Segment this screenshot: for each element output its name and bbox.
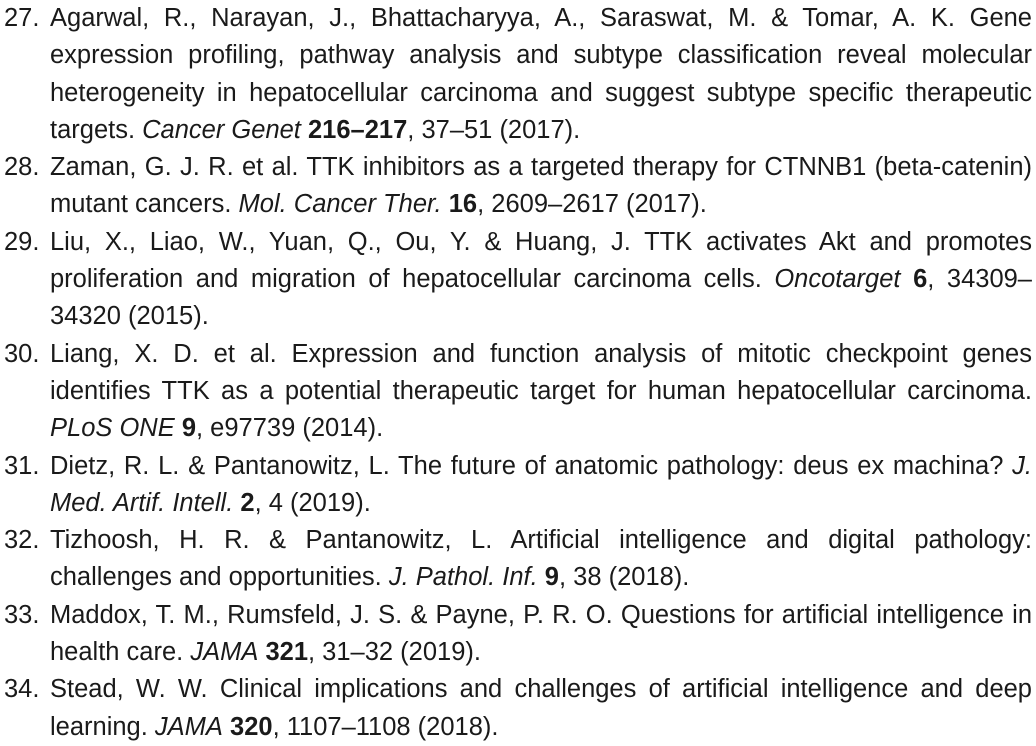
reference-text: Liang, X. D. et al. Expression and funct… (50, 339, 1032, 405)
journal-name: JAMA (154, 712, 223, 741)
reference-number: 34. (4, 675, 40, 704)
reference-number: 27. (4, 4, 40, 32)
volume-number: 9 (544, 563, 559, 592)
journal-name: Mol. Cancer Ther. (238, 190, 442, 219)
reference-number: 31. (4, 451, 40, 480)
reference-item: 31. Dietz, R. L. & Pantanowitz, L. The fu… (4, 448, 1032, 523)
volume-number: 321 (265, 638, 309, 667)
reference-item: 28. Zaman, G. J. R. et al. TTK inhibitors… (4, 149, 1032, 224)
volume-number: 9 (181, 414, 197, 443)
reference-text: Tizhoosh, H. R. & Pantanowitz, L. Artifi… (50, 526, 1032, 592)
reference-number: 29. (4, 227, 40, 256)
reference-text: Maddox, T. M., Rumsfeld, J. S. & Payne, … (50, 600, 1032, 667)
reference-pages-year: , 31–32 (2019). (308, 638, 481, 667)
reference-pages-year: , 37–51 (2017). (407, 115, 581, 144)
reference-item: 33. Maddox, T. M., Rumsfeld, J. S. & Payn… (4, 597, 1032, 672)
reference-number: 30. (4, 339, 40, 368)
volume-number: 6 (913, 265, 928, 294)
volume-number: 320 (230, 712, 273, 741)
reference-item: 34. Stead, W. W. Clinical implications an… (4, 671, 1032, 746)
reference-item: 32. Tizhoosh, H. R. & Pantanowitz, L. Art… (4, 522, 1032, 597)
volume-number: 2 (240, 488, 255, 517)
reference-list: 27. Agarwal, R., Narayan, J., Bhattachary… (4, 0, 1032, 746)
journal-name: JAMA (190, 638, 259, 667)
journal-name: J. Med. Artif. Intell. (50, 451, 1032, 517)
reference-pages-year: , 4 (2019). (254, 488, 371, 517)
reference-text: Liu, X., Liao, W., Yuan, Q., Ou, Y. & Hu… (50, 227, 1032, 294)
reference-pages-year: , 1107–1108 (2018). (272, 712, 499, 741)
reference-item: 27. Agarwal, R., Narayan, J., Bhattachary… (4, 0, 1032, 149)
reference-number: 32. (4, 526, 40, 555)
reference-number: 33. (4, 600, 40, 629)
journal-name: Oncotarget (774, 265, 901, 294)
volume-number: 16 (448, 190, 478, 219)
reference-pages-year: , e97739 (2014). (196, 414, 384, 443)
volume-number: 216–217 (308, 115, 408, 144)
reference-text: Dietz, R. L. & Pantanowitz, L. The futur… (50, 451, 1004, 480)
reference-item: 30. Liang, X. D. et al. Expression and fu… (4, 336, 1032, 448)
reference-pages-year: , 34309–34320 (2015). (50, 265, 1032, 331)
journal-name: Cancer Genet (142, 115, 301, 144)
reference-pages-year: , 38 (2018). (558, 563, 690, 592)
reference-text: Zaman, G. J. R. et al. TTK inhibitors as… (50, 153, 1032, 219)
reference-item: 29. Liu, X., Liao, W., Yuan, Q., Ou, Y. &… (4, 224, 1032, 336)
reference-number: 28. (4, 153, 40, 182)
reference-pages-year: , 2609–2617 (2017). (477, 190, 707, 219)
reference-text: Agarwal, R., Narayan, J., Bhattacharyya,… (50, 4, 1032, 144)
journal-name: PLoS ONE (50, 414, 175, 443)
journal-name: J. Pathol. Inf. (388, 563, 538, 592)
reference-text: Stead, W. W. Clinical implications and c… (50, 675, 1032, 741)
